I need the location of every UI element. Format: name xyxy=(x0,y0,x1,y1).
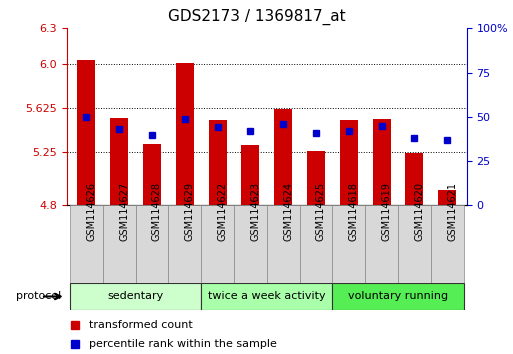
Bar xyxy=(405,153,423,205)
Bar xyxy=(372,119,390,205)
Text: percentile rank within the sample: percentile rank within the sample xyxy=(89,339,277,349)
Text: GSM114627: GSM114627 xyxy=(119,182,129,241)
Text: protocol: protocol xyxy=(16,291,62,302)
Bar xyxy=(70,205,103,283)
Bar xyxy=(365,205,398,283)
Text: GSM114629: GSM114629 xyxy=(185,182,195,241)
Text: GSM114628: GSM114628 xyxy=(152,182,162,241)
Bar xyxy=(110,118,128,205)
Bar xyxy=(168,205,201,283)
Text: GSM114619: GSM114619 xyxy=(382,182,391,241)
Bar xyxy=(77,60,95,205)
Bar xyxy=(332,283,464,310)
Text: GDS2173 / 1369817_at: GDS2173 / 1369817_at xyxy=(168,9,345,25)
Text: GSM114623: GSM114623 xyxy=(250,182,261,241)
Bar xyxy=(234,205,267,283)
Bar xyxy=(332,205,365,283)
Text: GSM114625: GSM114625 xyxy=(316,182,326,241)
Text: GSM114620: GSM114620 xyxy=(415,182,424,241)
Text: GSM114626: GSM114626 xyxy=(86,182,96,241)
Text: GSM114618: GSM114618 xyxy=(349,182,359,241)
Bar xyxy=(209,120,227,205)
Bar xyxy=(201,205,234,283)
Text: twice a week activity: twice a week activity xyxy=(208,291,326,302)
Bar xyxy=(70,283,201,310)
Bar xyxy=(307,151,325,205)
Bar xyxy=(267,205,300,283)
Bar xyxy=(431,205,464,283)
Bar xyxy=(241,145,260,205)
Bar xyxy=(143,144,161,205)
Bar xyxy=(300,205,332,283)
Text: GSM114624: GSM114624 xyxy=(283,182,293,241)
Text: transformed count: transformed count xyxy=(89,320,192,330)
Text: GSM114622: GSM114622 xyxy=(218,182,228,241)
Bar xyxy=(438,190,456,205)
Bar xyxy=(201,283,332,310)
Text: GSM114621: GSM114621 xyxy=(447,182,457,241)
Bar xyxy=(340,120,358,205)
Bar xyxy=(274,109,292,205)
Text: voluntary running: voluntary running xyxy=(348,291,448,302)
Bar xyxy=(176,63,194,205)
Text: sedentary: sedentary xyxy=(107,291,164,302)
Bar xyxy=(103,205,135,283)
Bar xyxy=(398,205,431,283)
Bar xyxy=(135,205,168,283)
